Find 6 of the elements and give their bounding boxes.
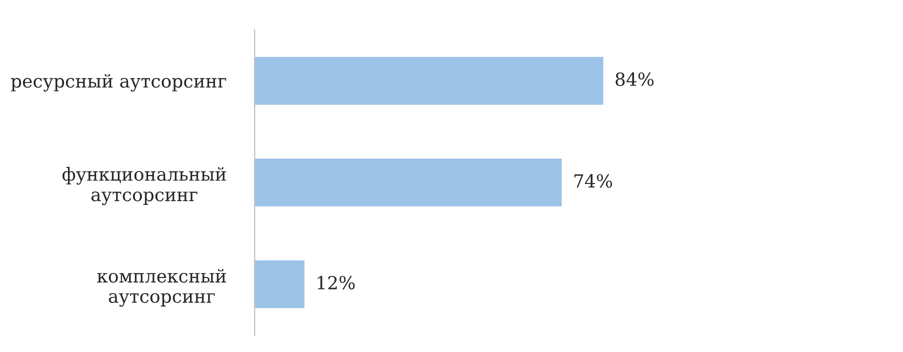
data-label: 12%: [318, 276, 355, 290]
y-tick-label: функциональный аутсорсинг: [62, 166, 226, 206]
y-tick-label: комплексный аутсорсинг: [97, 268, 226, 307]
y-tick-label: ресурсный аутсорсинг: [10, 74, 226, 92]
data-label: 74%: [574, 174, 612, 188]
data-label: 84%: [616, 72, 654, 86]
